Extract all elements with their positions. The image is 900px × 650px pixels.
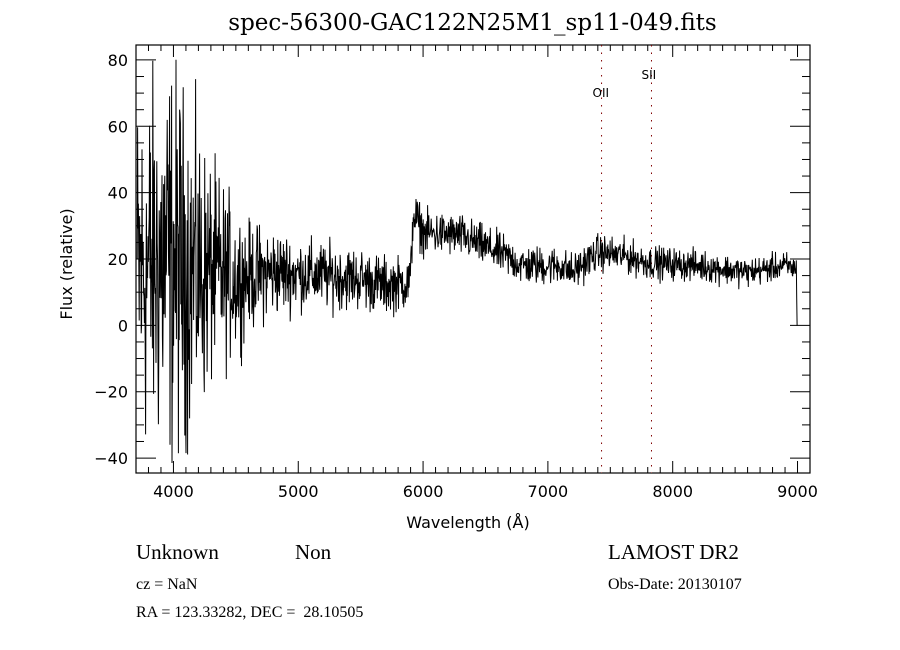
- subclass-label: Non: [295, 540, 332, 564]
- obs-date-label: Obs-Date: 20130107: [608, 576, 742, 593]
- x-tick-label: 7000: [528, 482, 569, 501]
- coords-label: RA = 123.33282, DEC = 28.10505: [136, 604, 364, 621]
- x-tick-label: 5000: [278, 482, 319, 501]
- emission-line-label: SII: [641, 68, 656, 82]
- emission-line-label: OII: [593, 86, 610, 100]
- y-axis-label: Flux (relative): [57, 208, 76, 319]
- x-tick-label: 6000: [403, 482, 444, 501]
- y-tick-label: −20: [94, 383, 128, 402]
- y-tick-label: 40: [108, 184, 128, 203]
- y-tick-label: −40: [94, 449, 128, 468]
- survey-label: LAMOST DR2: [608, 540, 739, 564]
- y-tick-label: 0: [118, 316, 128, 335]
- x-tick-label: 8000: [652, 482, 693, 501]
- x-axis-label: Wavelength (Å): [406, 513, 529, 532]
- plot-frame: [135, 44, 811, 474]
- y-tick-label: 20: [108, 250, 128, 269]
- y-tick-label: 80: [108, 51, 128, 70]
- class-label: Unknown: [136, 540, 219, 564]
- y-tick-label: 60: [108, 117, 128, 136]
- spectrum-line: [136, 59, 798, 464]
- x-tick-label: 9000: [777, 482, 818, 501]
- x-tick-label: 4000: [153, 482, 194, 501]
- chart-title: spec-56300-GAC122N25M1_sp11-049.fits: [228, 10, 717, 36]
- cz-label: cz = NaN: [136, 576, 198, 593]
